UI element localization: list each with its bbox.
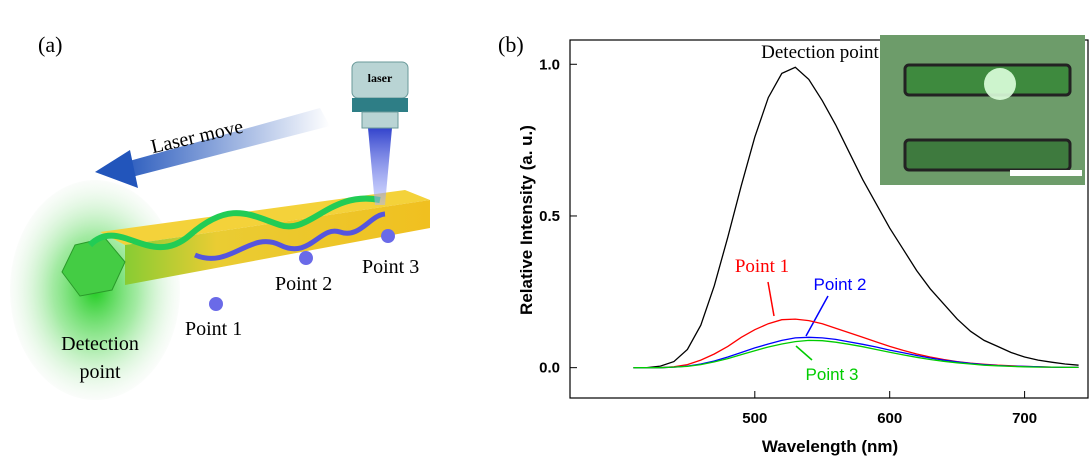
- y-tick-label: 0.0: [539, 360, 560, 377]
- x-tick-label: 600: [877, 410, 902, 427]
- y-tick-label: 0.5: [539, 208, 560, 225]
- series-annotation: Detection point: [761, 42, 879, 63]
- inset-glow: [984, 68, 1016, 100]
- laser-band: [352, 98, 408, 112]
- plot-frame: [569, 39, 1089, 399]
- series-line: [633, 66, 1079, 369]
- wave-blue: [194, 211, 386, 261]
- diagram: (a) Laser move laser Point 1 Point 2 Poi…: [10, 32, 430, 400]
- detection-label: point: [79, 361, 121, 383]
- move-arrow: [115, 108, 330, 180]
- panel-label: (b): [498, 32, 524, 57]
- x-tick-label: 500: [742, 410, 767, 427]
- point-label: Point 1: [185, 318, 242, 340]
- annotation-arrow: [795, 345, 813, 361]
- annotation-arrow: [805, 295, 829, 337]
- series-annotation: Point 3: [806, 365, 859, 384]
- panel-label: (a): [38, 32, 62, 57]
- series-line: [633, 339, 1079, 369]
- detection-label: Detection: [61, 333, 139, 355]
- laser-label: laser: [368, 71, 393, 85]
- series-annotation: Point 2: [814, 275, 867, 294]
- laser-nozzle: [361, 111, 399, 129]
- y-tick-label: 1.0: [539, 56, 560, 73]
- inset-rod: [903, 138, 1072, 172]
- x-axis-label: Wavelength (nm): [762, 437, 898, 456]
- point-dot: [209, 297, 223, 311]
- y-axis-label: Relative Intensity (a. u.): [517, 125, 536, 315]
- beam: [368, 128, 392, 205]
- point-dot: [299, 251, 313, 265]
- annotation-arrow: [767, 281, 775, 317]
- inset: [880, 35, 1085, 185]
- point-label: Point 2: [275, 273, 332, 295]
- x-tick-label: 700: [1012, 410, 1037, 427]
- move-arrow-head: [95, 150, 138, 188]
- point-dot: [381, 229, 395, 243]
- wave-green: [87, 195, 381, 251]
- point-label: Point 3: [362, 256, 419, 278]
- series-annotation: Point 1: [735, 256, 789, 277]
- scale-bar: [1010, 170, 1082, 176]
